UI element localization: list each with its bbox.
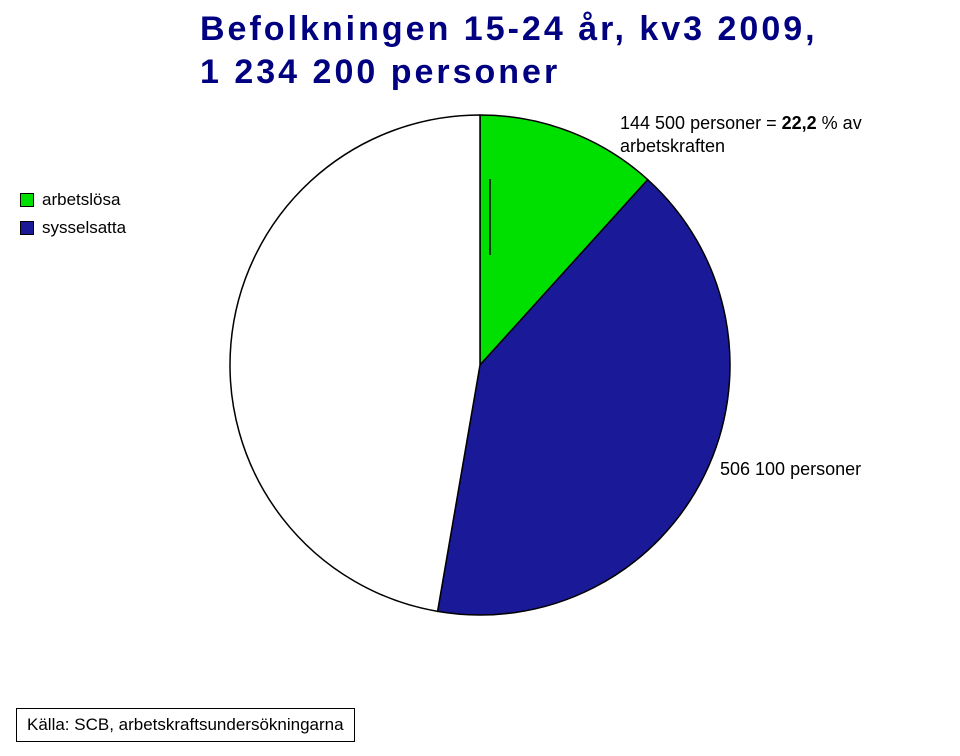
callout-sysselsatta: 506 100 personer — [720, 458, 861, 481]
legend-item: arbetslösa — [20, 190, 126, 210]
pie-svg — [230, 115, 730, 615]
callout-text: arbetskraften — [620, 136, 725, 156]
callout-text: 506 100 personer — [720, 459, 861, 479]
legend-swatch-sysselsatta — [20, 221, 34, 235]
chart-title: Befolkningen 15-24 år, kv3 2009, 1 234 2… — [200, 8, 818, 93]
title-line2: 1 234 200 personer — [200, 53, 560, 91]
legend: arbetslösa sysselsatta — [20, 190, 126, 246]
title-line1: Befolkningen 15-24 år, kv3 2009, — [200, 10, 818, 48]
pie-chart — [230, 115, 730, 615]
callout-text: 144 500 personer = — [620, 113, 782, 133]
legend-label: arbetslösa — [42, 190, 120, 210]
source-citation: Källa: SCB, arbetskraftsundersökningarna — [16, 708, 355, 742]
legend-swatch-arbetslosa — [20, 193, 34, 207]
source-text: Källa: SCB, arbetskraftsundersökningarna — [27, 715, 344, 734]
pie-slice-rest — [230, 115, 480, 611]
legend-item: sysselsatta — [20, 218, 126, 238]
legend-label: sysselsatta — [42, 218, 126, 238]
callout-arbetslosa: 144 500 personer = 22,2 % av arbetskraft… — [620, 112, 862, 157]
callout-bold: 22,2 — [782, 113, 817, 133]
callout-text: % av — [817, 113, 862, 133]
